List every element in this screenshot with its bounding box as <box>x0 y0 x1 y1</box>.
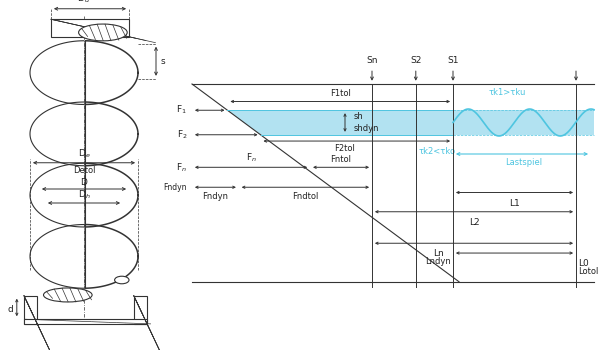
Text: Lotol: Lotol <box>578 267 598 276</box>
Ellipse shape <box>44 288 92 302</box>
Text: τk1>τku: τk1>τku <box>489 88 526 97</box>
Ellipse shape <box>79 24 127 41</box>
Text: Ln: Ln <box>433 248 443 258</box>
Text: F$_1$: F$_1$ <box>176 104 187 117</box>
Text: τk2<τko: τk2<τko <box>419 147 456 156</box>
Text: d: d <box>8 305 14 314</box>
Bar <box>134 296 147 324</box>
Bar <box>24 296 37 324</box>
Text: D$_h$: D$_h$ <box>77 188 91 201</box>
Text: F$_n$: F$_n$ <box>245 151 257 164</box>
Text: sh: sh <box>354 112 364 121</box>
Text: Fntol: Fntol <box>331 155 352 164</box>
Text: Lastspiel: Lastspiel <box>505 158 542 167</box>
Text: F1tol: F1tol <box>330 89 350 98</box>
Bar <box>51 19 129 37</box>
Text: L2: L2 <box>469 218 479 227</box>
Text: F2tol: F2tol <box>334 144 355 153</box>
Text: s: s <box>161 57 166 66</box>
Text: F$_2$: F$_2$ <box>176 128 187 141</box>
Text: F$_n$: F$_n$ <box>176 161 187 174</box>
Text: D: D <box>80 177 88 187</box>
Text: L0: L0 <box>578 259 589 268</box>
Text: D$_d$: D$_d$ <box>77 0 91 5</box>
Text: D$_e$: D$_e$ <box>77 147 91 160</box>
Ellipse shape <box>115 276 129 284</box>
Bar <box>24 319 147 324</box>
Text: Sn: Sn <box>366 56 378 65</box>
Text: S2: S2 <box>410 56 421 65</box>
Text: L1: L1 <box>509 199 520 208</box>
Text: Fndyn: Fndyn <box>164 183 187 192</box>
Polygon shape <box>453 110 594 135</box>
Polygon shape <box>227 110 453 135</box>
Text: S1: S1 <box>447 56 459 65</box>
Text: Fndtol: Fndtol <box>292 192 319 201</box>
Text: Fndyn: Fndyn <box>202 192 229 201</box>
Text: Lndyn: Lndyn <box>425 257 451 266</box>
Text: Detol: Detol <box>73 166 95 175</box>
Text: shdyn: shdyn <box>354 124 380 133</box>
